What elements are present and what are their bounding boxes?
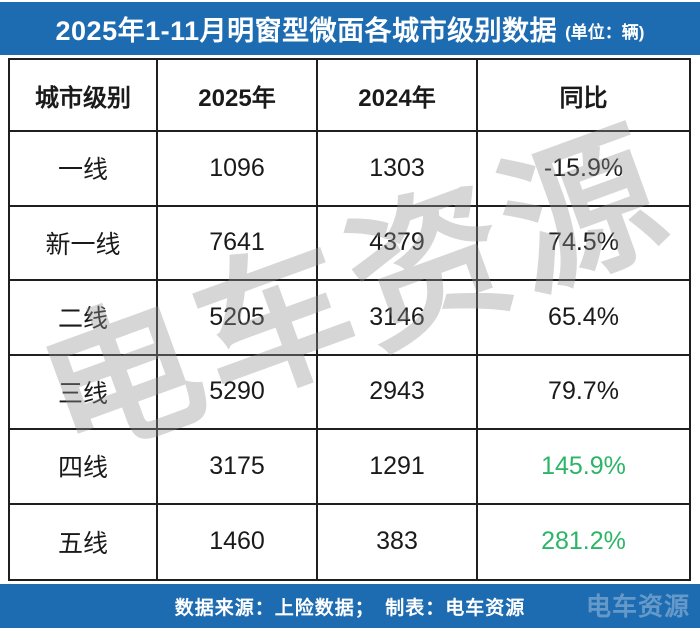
- header-cell-yoy: 同比: [559, 84, 608, 112]
- cell-2024-value: 1291: [318, 430, 478, 503]
- cell-city-level: 三线: [10, 355, 158, 428]
- cell-city-level: 五线: [10, 504, 158, 579]
- table-row: 一线 1096 1303 -15.9%: [10, 132, 689, 207]
- footer-source-note: 数据来源：上险数据； 制表：电车资源: [174, 597, 526, 619]
- page-title: 2025年1-11月明窗型微面各城市级别数据: [55, 16, 558, 46]
- cell-2025-value: 5205: [158, 281, 318, 354]
- cell-yoy-value: 74.5%: [548, 228, 619, 257]
- cell-city-level: 一线: [10, 132, 158, 205]
- cell-city-level: 新一线: [10, 206, 158, 279]
- table-row: 新一线 7641 4379 74.5%: [10, 206, 689, 281]
- footer-brand-watermark: 电车资源: [585, 593, 690, 621]
- cell-city-level: 四线: [10, 430, 158, 503]
- footer-bar: 数据来源：上险数据； 制表：电车资源 电车资源: [0, 584, 700, 628]
- data-table-area: 电车资源 城市级别 2025年 2024年 同比 一线 1096 1303 -1…: [8, 58, 691, 581]
- cell-2024-value: 1303: [318, 132, 478, 205]
- table-row: 二线 5205 3146 65.4%: [10, 281, 689, 356]
- table-row: 五线 1460 383 281.2%: [10, 504, 689, 579]
- header-cell-2024: 2024年: [318, 60, 478, 130]
- title-unit-label: (单位：辆): [565, 23, 645, 42]
- cell-city-level: 二线: [10, 281, 158, 354]
- cell-yoy-value: 65.4%: [548, 302, 619, 331]
- table-row: 三线 5290 2943 79.7%: [10, 355, 689, 430]
- table-row: 四线 3175 1291 145.9%: [10, 430, 689, 505]
- cell-2025-value: 1460: [158, 504, 318, 579]
- cell-2025-value: 1096: [158, 132, 318, 205]
- cell-2025-value: 5290: [158, 355, 318, 428]
- cell-yoy-value: 79.7%: [548, 377, 619, 406]
- data-table: 城市级别 2025年 2024年 同比 一线 1096 1303 -15.9% …: [8, 58, 691, 581]
- cell-2025-value: 3175: [158, 430, 318, 503]
- cell-2024-value: 4379: [318, 206, 478, 279]
- header-cell-city-level: 城市级别: [10, 60, 158, 130]
- table-header-row: 城市级别 2025年 2024年 同比: [10, 60, 689, 132]
- cell-2024-value: 383: [318, 504, 478, 579]
- cell-yoy-value: -15.9%: [543, 153, 624, 182]
- cell-2025-value: 7641: [158, 206, 318, 279]
- cell-2024-value: 3146: [318, 281, 478, 354]
- cell-2024-value: 2943: [318, 355, 478, 428]
- header-cell-2025: 2025年: [158, 60, 318, 130]
- cell-yoy-value: 145.9%: [541, 451, 626, 480]
- title-bar: 2025年1-11月明窗型微面各城市级别数据 (单位：辆): [0, 2, 700, 55]
- cell-yoy-value: 281.2%: [541, 527, 626, 556]
